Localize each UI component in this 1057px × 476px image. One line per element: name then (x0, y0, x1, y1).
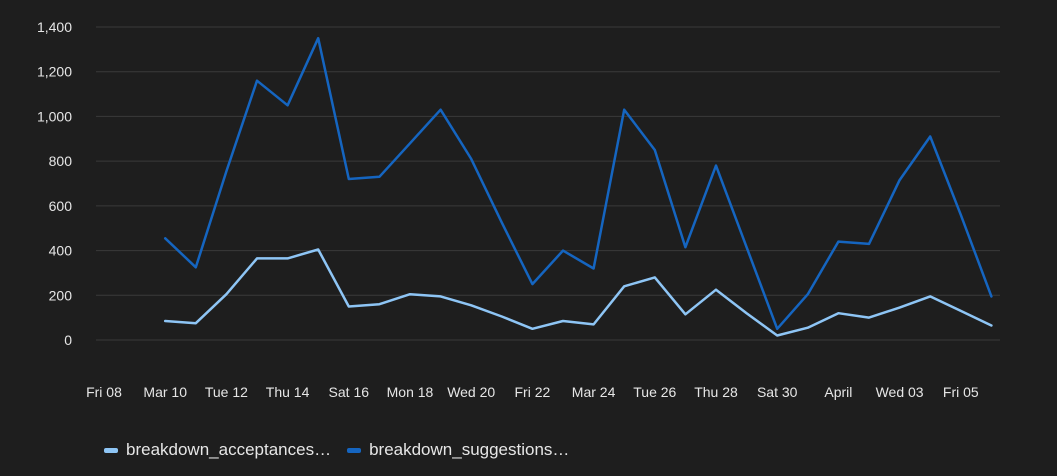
x-tick-label: Tue 12 (205, 384, 248, 400)
y-tick-label: 200 (49, 287, 73, 303)
x-tick-label: Fri 05 (943, 384, 979, 400)
y-tick-label: 0 (64, 332, 72, 348)
x-tick-label: Fri 22 (515, 384, 551, 400)
x-tick-label: April (824, 384, 852, 400)
legend-item-suggestions[interactable]: breakdown_suggestions… (347, 440, 569, 460)
x-tick-label: Thu 14 (266, 384, 310, 400)
legend-swatch-suggestions (347, 447, 362, 453)
x-tick-label: Sat 16 (329, 384, 370, 400)
x-tick-label: Fri 08 (86, 384, 122, 400)
y-tick-label: 1,200 (37, 64, 72, 80)
y-tick-label: 1,400 (37, 19, 72, 35)
series-line-suggestions (163, 36, 993, 331)
x-tick-label: Tue 26 (633, 384, 676, 400)
x-tick-label: Mon 18 (387, 384, 434, 400)
legend-item-acceptances[interactable]: breakdown_acceptances… (104, 440, 331, 460)
x-tick-label: Mar 10 (143, 384, 187, 400)
x-tick-label: Mar 24 (572, 384, 616, 400)
y-tick-label: 1,000 (37, 108, 72, 124)
x-tick-label: Thu 28 (694, 384, 738, 400)
chart-canvas: 0 200 400 600 800 1,000 1,200 1,400 Fri 08 Mar 10… (37, 19, 1000, 400)
legend-label-acceptances: breakdown_acceptances… (126, 440, 332, 459)
y-tick-label: 600 (49, 198, 73, 214)
x-tick-label: Wed 03 (876, 384, 924, 400)
x-tick-label: Sat 30 (757, 384, 798, 400)
series-line-acceptances (163, 248, 993, 337)
x-tick-label: Wed 20 (447, 384, 495, 400)
legend-swatch-acceptances (104, 447, 118, 453)
legend-label-suggestions: breakdown_suggestions… (369, 440, 570, 459)
y-tick-label: 400 (49, 243, 73, 259)
legend: breakdown_acceptances… breakdown_suggest… (104, 440, 569, 460)
y-tick-label: 800 (49, 153, 73, 169)
